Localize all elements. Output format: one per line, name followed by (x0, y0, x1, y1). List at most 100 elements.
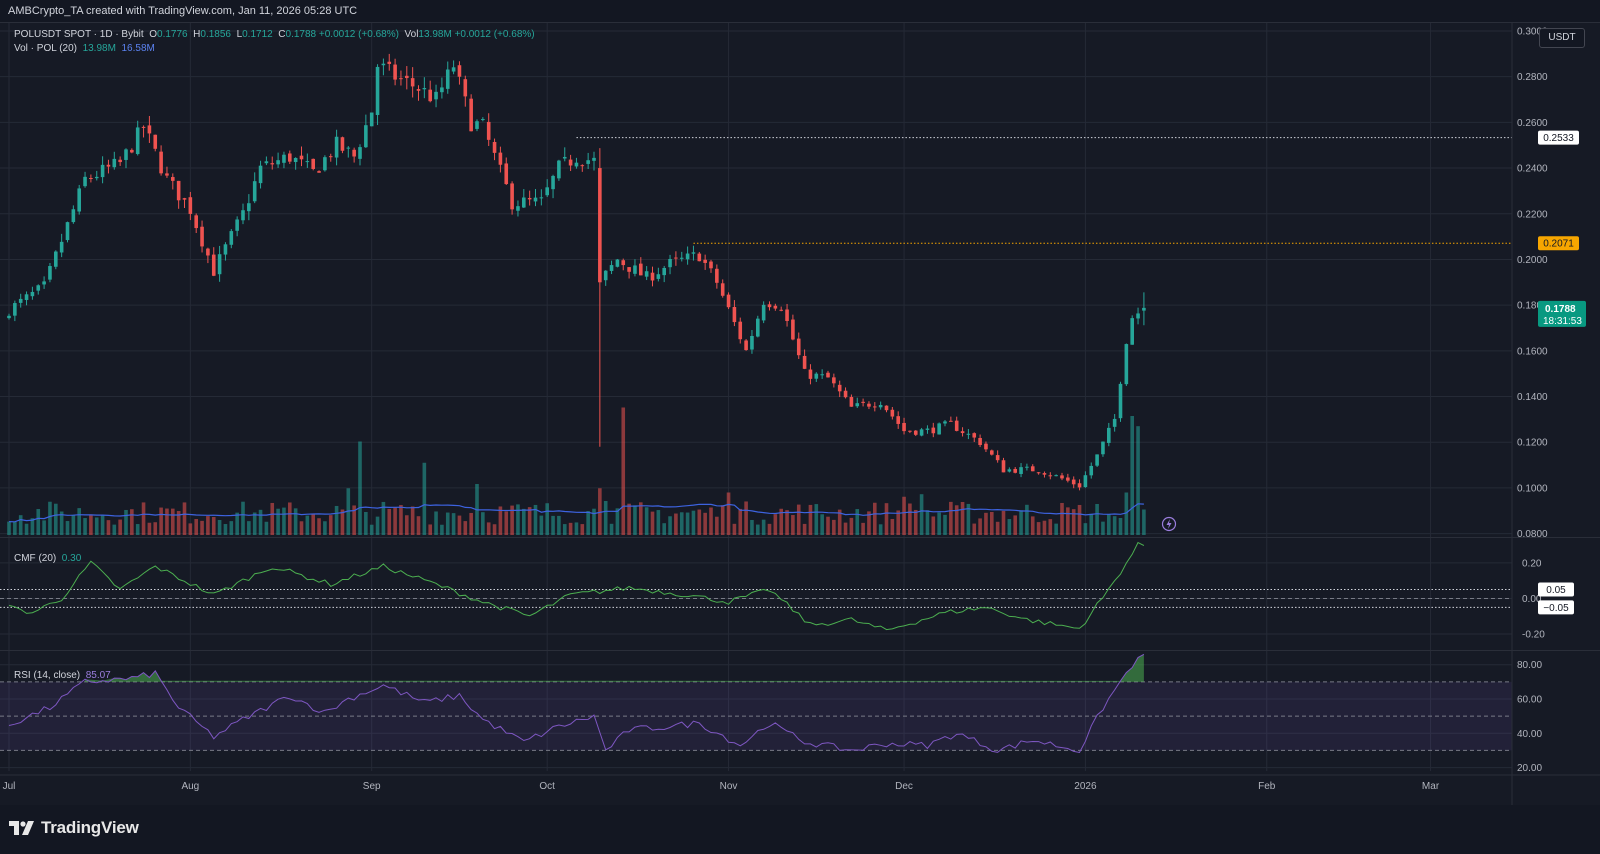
volume-bar (486, 522, 491, 535)
volume-bar (147, 522, 152, 535)
volume-bar (165, 508, 169, 535)
rsi-tick-label: 60.00 (1517, 695, 1542, 706)
volume-bar (761, 519, 766, 535)
volume-bar (802, 523, 807, 535)
volume-bar (323, 521, 327, 535)
candle-body (1112, 418, 1117, 427)
volume-bar (422, 462, 427, 535)
price-tick-label: 0.1400 (1517, 392, 1548, 403)
candle-body (141, 126, 146, 128)
candle-body (428, 89, 432, 102)
candle-body (59, 241, 64, 253)
candle-body (802, 355, 807, 369)
cmf-label[interactable]: CMF (20) (14, 553, 57, 564)
volume-bar (586, 511, 590, 535)
volume-bar (252, 512, 257, 535)
candle-body (878, 404, 883, 408)
volume-bar (1042, 520, 1047, 535)
volume-bar (960, 502, 965, 535)
candle-body (984, 443, 988, 450)
volume-bar (59, 511, 64, 535)
candle-body (592, 157, 596, 161)
candle-body (13, 303, 17, 316)
volume-bar (592, 508, 596, 535)
candle-body (165, 173, 169, 176)
volume-bar (89, 514, 93, 535)
volume-bar (890, 518, 895, 535)
candle-body (399, 78, 403, 80)
candle-body (241, 210, 245, 221)
volume-bar (662, 523, 666, 535)
volume-bar (481, 512, 485, 535)
candle-body (293, 157, 298, 163)
candle-body (849, 397, 854, 407)
volume-ma-value-1: 13.98M (82, 43, 116, 54)
volume-bar (1071, 509, 1076, 535)
candle-body (580, 165, 585, 167)
volume-bar (568, 522, 573, 535)
candle-body (568, 159, 573, 166)
candle-body (1136, 313, 1140, 319)
volume-bar (990, 511, 994, 535)
candle-body (475, 121, 479, 129)
candle-body (791, 319, 795, 340)
candle-body (913, 430, 918, 435)
price-tick-label: 0.2600 (1517, 118, 1548, 129)
price-pane (7, 53, 1146, 491)
cmf-line (8, 541, 1145, 631)
candle-body (369, 112, 374, 127)
price-level-value: 0.2071 (1543, 239, 1574, 250)
volume-bar (685, 512, 690, 535)
volume-bar (334, 505, 339, 535)
volume-bar (1107, 514, 1111, 535)
volume-bar (674, 513, 678, 535)
volume-ma-value-2: 16.58M (121, 43, 155, 54)
candle-body (188, 197, 193, 214)
time-tick-label: 2026 (1074, 781, 1097, 792)
cmf-pane (0, 541, 1512, 631)
volume-bar (346, 488, 351, 535)
volume-change: +0.0012 (+0.68%) (454, 29, 535, 40)
volume-bar (299, 521, 304, 535)
candle-body (492, 141, 497, 153)
candle-body (943, 421, 947, 424)
candle-body (837, 384, 842, 392)
candle-body (931, 427, 936, 434)
replay-icon[interactable] (1161, 516, 1177, 532)
tradingview-logo[interactable]: TradingView (9, 818, 139, 838)
volume-bar (679, 512, 684, 535)
candle-body (603, 270, 608, 281)
candle-body (510, 183, 514, 210)
volume-bar (1089, 513, 1094, 535)
candle-body (258, 165, 263, 184)
volume-bar (1142, 509, 1146, 535)
candle-body (843, 390, 848, 398)
chart-canvas[interactable]: 0.3000 0.2800 0.2600 0.2400 0.2200 0.2000 0.18… (0, 23, 1600, 805)
rsi-label[interactable]: RSI (14, close) (14, 670, 81, 681)
rsi-tick-label: 20.00 (1517, 763, 1542, 774)
candle-body (130, 149, 134, 153)
volume-bar (703, 512, 707, 535)
candle-body (159, 151, 163, 174)
candle-body (820, 374, 824, 376)
candle-body (674, 257, 678, 259)
symbol-label[interactable]: POLUSDT SPOT · 1D · Bybit (14, 29, 144, 40)
candle-body (1054, 475, 1058, 477)
candle-body (586, 160, 590, 164)
volume-ma-label[interactable]: Vol · POL (20) (14, 43, 77, 54)
candle-body (697, 253, 702, 262)
candle-body (937, 423, 941, 435)
volume-bar (1130, 416, 1134, 535)
volume-bar (557, 515, 561, 535)
candle-body (896, 416, 900, 424)
volume-bar (311, 514, 315, 535)
candle-body (299, 155, 304, 160)
price-tick-label: 0.1800 (1517, 301, 1548, 312)
candle-body (668, 258, 672, 268)
currency-selector[interactable]: USDT (1539, 28, 1585, 48)
price-level-tag-bg (1538, 236, 1579, 251)
candle-body (1019, 467, 1023, 474)
price-tick-label: 0.2000 (1517, 255, 1548, 266)
volume-bar (796, 504, 801, 535)
volume-bar (832, 519, 836, 535)
